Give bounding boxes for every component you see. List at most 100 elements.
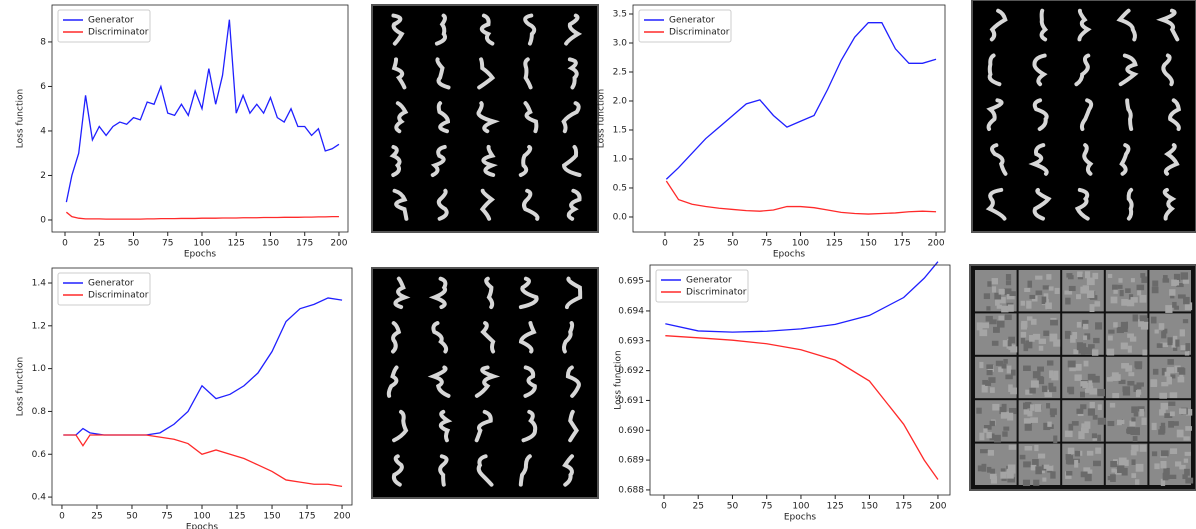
- noise-speck: [998, 316, 1004, 321]
- noise-speck: [1137, 290, 1141, 295]
- noise-speck: [1120, 290, 1124, 296]
- noise-speck: [1034, 445, 1038, 451]
- noise-speck: [990, 469, 995, 475]
- noise-speck: [979, 433, 984, 441]
- noise-speck: [1039, 346, 1044, 351]
- noise-speck: [1183, 436, 1189, 440]
- noise-speck: [1036, 291, 1043, 295]
- x-tick-label: 150: [263, 512, 280, 522]
- noise-speck: [1033, 480, 1039, 486]
- noise-speck: [1003, 427, 1009, 431]
- chart: 02550751001251501752000.6880.6890.6900.6…: [614, 262, 951, 523]
- noise-speck: [984, 293, 990, 299]
- noise-speck: [1108, 336, 1113, 341]
- y-tick-label: 1.2: [32, 321, 46, 331]
- noise-speck: [1158, 429, 1164, 434]
- noise-speck: [1026, 301, 1031, 309]
- figure: 025507510012515017520002468EpochsLoss fu…: [0, 0, 1196, 529]
- noise-speck: [990, 387, 995, 393]
- noise-speck: [1137, 382, 1144, 386]
- y-tick-label: 6: [40, 82, 46, 92]
- noise-speck: [1163, 275, 1168, 280]
- noise-speck: [1170, 392, 1178, 398]
- noise-speck: [1152, 451, 1157, 456]
- noise-speck: [1007, 366, 1012, 374]
- noise-speck: [1076, 409, 1083, 414]
- noise-speck: [1113, 290, 1117, 294]
- noise-speck: [1151, 317, 1157, 324]
- x-tick-label: 125: [228, 239, 245, 249]
- noise-speck: [1133, 314, 1138, 321]
- noise-speck: [1090, 304, 1095, 312]
- y-axis-label: Loss function: [16, 357, 26, 416]
- legend-label: Generator: [88, 16, 134, 26]
- noise-speck: [986, 316, 993, 322]
- noise-speck: [1072, 421, 1079, 426]
- noise-speck: [1131, 473, 1136, 478]
- noise-speck: [1043, 285, 1050, 289]
- noise-speck: [1183, 319, 1188, 323]
- noise-speck: [1130, 336, 1136, 341]
- x-tick-label: 200: [929, 502, 946, 512]
- y-tick-label: 2: [40, 171, 46, 181]
- noise-speck: [1084, 361, 1089, 367]
- noise-speck: [1020, 455, 1026, 460]
- noise-speck: [1134, 445, 1138, 451]
- noise-speck: [1027, 281, 1032, 288]
- noise-speck: [1152, 287, 1159, 293]
- noise-speck: [1080, 287, 1087, 294]
- noise-speck: [1081, 347, 1088, 354]
- noise-speck: [1035, 276, 1042, 280]
- noise-speck: [1161, 382, 1168, 386]
- noise-speck: [1005, 314, 1012, 320]
- noise-speck: [1127, 427, 1133, 434]
- noise-speck: [1181, 272, 1188, 279]
- noise-speck: [1135, 427, 1140, 435]
- x-tick-label: 25: [693, 239, 704, 249]
- noise-speck: [1131, 406, 1137, 413]
- noise-speck: [1050, 408, 1057, 415]
- x-tick-label: 0: [62, 239, 68, 249]
- noise-speck: [988, 450, 994, 456]
- noise-speck: [1093, 415, 1098, 420]
- x-axis-label: Epochs: [773, 250, 806, 260]
- noise-speck: [986, 432, 991, 438]
- noise-speck: [1045, 303, 1052, 310]
- x-tick-label: 75: [162, 239, 173, 249]
- noise-speck: [1031, 380, 1039, 387]
- noise-speck: [1075, 374, 1082, 380]
- noise-speck: [1035, 404, 1041, 412]
- noise-speck: [1139, 295, 1146, 303]
- x-tick-label: 75: [761, 502, 772, 512]
- y-tick-label: 0.4: [32, 493, 47, 503]
- noise-speck: [979, 362, 983, 368]
- noise-speck: [1023, 480, 1030, 486]
- noise-speck: [1163, 468, 1169, 474]
- noise-speck: [1068, 275, 1074, 279]
- noise-speck: [1092, 433, 1097, 438]
- noise-speck: [1177, 430, 1184, 438]
- noise-speck: [999, 289, 1005, 295]
- noise-speck: [1140, 315, 1147, 321]
- noise-speck: [1161, 403, 1168, 410]
- noise-speck: [990, 474, 997, 479]
- noise-speck: [1178, 377, 1185, 383]
- noise-speck: [1024, 343, 1029, 351]
- y-tick-label: 3.0: [613, 38, 628, 48]
- noise-speck: [1125, 288, 1131, 293]
- noise-speck: [1080, 404, 1086, 409]
- noise-speck: [1093, 461, 1101, 466]
- noise-speck: [1178, 294, 1186, 298]
- noise-speck: [1168, 421, 1174, 428]
- noise-speck: [1112, 393, 1119, 398]
- noise-speck: [1081, 428, 1089, 433]
- x-tick-label: 100: [193, 239, 210, 249]
- x-tick-label: 200: [330, 239, 347, 249]
- noise-cell: [1149, 400, 1191, 441]
- noise-speck: [979, 329, 987, 336]
- noise-speck: [1029, 295, 1035, 299]
- noise-speck: [1021, 323, 1027, 330]
- noise-speck: [982, 385, 988, 393]
- noise-speck: [976, 408, 981, 414]
- noise-speck: [1037, 367, 1044, 372]
